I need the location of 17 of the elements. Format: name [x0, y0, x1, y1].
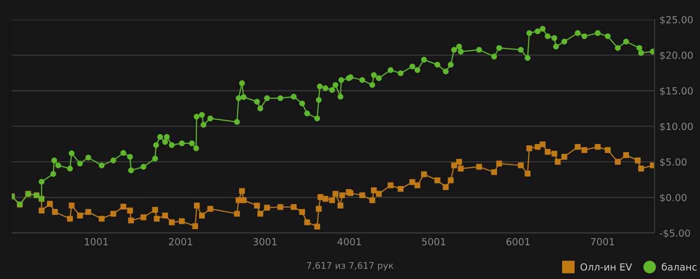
x-tick-label: 3001	[253, 238, 276, 246]
legend-label: Олл-ин EV	[580, 263, 632, 271]
x-tick-label: 2001	[168, 238, 192, 246]
text: 7,617 из 7,617 рук	[306, 262, 394, 271]
x-tick-label: 7001	[590, 238, 614, 246]
y-tick-label: $10.00	[660, 122, 693, 132]
y-tick-label: $5.00	[660, 158, 687, 167]
x-tick-label: 5001	[422, 238, 446, 246]
legend-label: баланс	[662, 262, 697, 271]
y-tick-label: -$5.00	[660, 229, 690, 238]
y-tick-label: $15.00	[660, 86, 693, 96]
x-tick-label: 4001	[338, 238, 361, 246]
y-tick-label: $0.00	[660, 194, 687, 203]
y-tick-label: $25.00	[660, 16, 693, 25]
y-tick-label: $20.00	[660, 51, 693, 60]
x-tick-label: 1001	[84, 238, 108, 246]
x-tick-label: 6001	[506, 238, 530, 246]
